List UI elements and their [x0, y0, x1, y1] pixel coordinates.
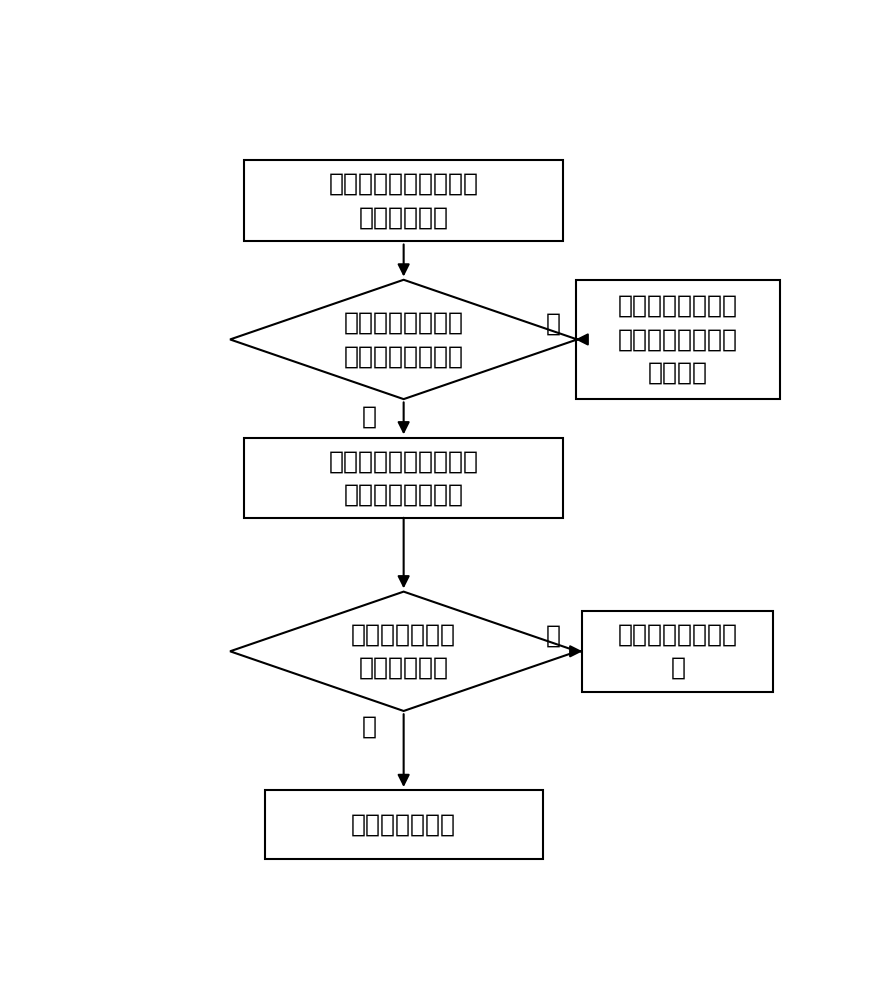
Text: 是: 是 — [361, 715, 376, 739]
Text: 否: 否 — [546, 624, 560, 648]
Text: 计算人行道和机动车道
绿灯相位需求程度: 计算人行道和机动车道 绿灯相位需求程度 — [329, 449, 478, 507]
Text: 维持当前信号灯状
态: 维持当前信号灯状 态 — [618, 623, 738, 680]
Text: 是: 是 — [361, 404, 376, 428]
Bar — [244, 160, 564, 241]
Text: 人行道和机动车道
有人、车等待通过: 人行道和机动车道 有人、车等待通过 — [344, 311, 463, 368]
Text: 等待通过侧绿灯相
位，否则机动车道
绿灯相位: 等待通过侧绿灯相 位，否则机动车道 绿灯相位 — [618, 294, 738, 385]
Bar — [575, 280, 780, 399]
Polygon shape — [230, 592, 577, 711]
Bar — [582, 611, 773, 692]
Text: 实时采集人行道和机动
车道交通数据: 实时采集人行道和机动 车道交通数据 — [329, 172, 478, 230]
Text: 否: 否 — [546, 312, 560, 336]
Text: 信号灯变换相位: 信号灯变换相位 — [351, 813, 456, 837]
Text: 是否满足信号灯
相位变换条件: 是否满足信号灯 相位变换条件 — [351, 623, 456, 680]
Bar — [244, 438, 564, 518]
Bar — [265, 790, 543, 859]
Polygon shape — [230, 280, 577, 399]
